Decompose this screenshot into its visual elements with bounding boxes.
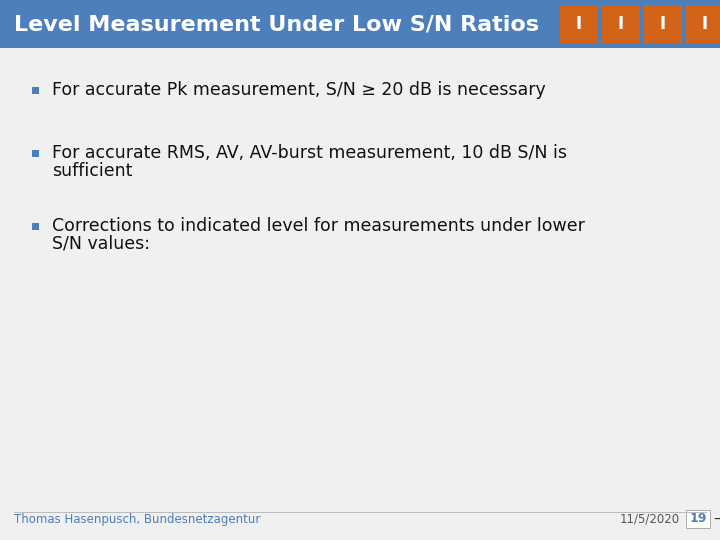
Text: I: I <box>618 15 624 33</box>
Text: Corrections to indicated level for measurements under lower: Corrections to indicated level for measu… <box>52 217 585 235</box>
Bar <box>32 150 38 157</box>
Bar <box>686 510 710 528</box>
Text: For accurate RMS, AV, AV-burst measurement, 10 dB S/N is: For accurate RMS, AV, AV-burst measureme… <box>52 144 567 162</box>
Bar <box>602 5 640 43</box>
Text: S/N values:: S/N values: <box>52 235 150 253</box>
Text: 19: 19 <box>689 511 707 524</box>
Text: For accurate Pk measurement, S/N ≥ 20 dB is necessary: For accurate Pk measurement, S/N ≥ 20 dB… <box>52 81 546 99</box>
Bar <box>644 5 682 43</box>
Bar <box>0 0 720 48</box>
Bar <box>32 86 38 93</box>
Text: Level Measurement Under Low S/N Ratios: Level Measurement Under Low S/N Ratios <box>14 14 539 34</box>
Text: 11/5/2020: 11/5/2020 <box>620 513 680 526</box>
Bar <box>686 5 720 43</box>
Text: sufficient: sufficient <box>52 162 132 180</box>
Text: I: I <box>576 15 582 33</box>
Text: I: I <box>702 15 708 33</box>
Text: I: I <box>660 15 666 33</box>
Text: →: → <box>713 512 720 526</box>
Bar <box>560 5 598 43</box>
Bar <box>32 222 38 230</box>
Text: Thomas Hasenpusch, Bundesnetzagentur: Thomas Hasenpusch, Bundesnetzagentur <box>14 513 261 526</box>
